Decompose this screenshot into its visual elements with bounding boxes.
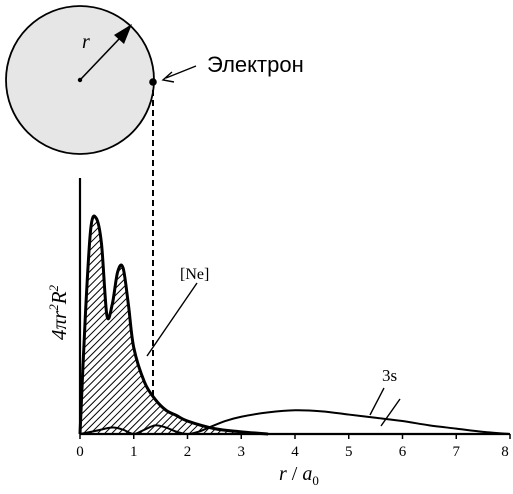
ne-label: [Ne] [180, 266, 209, 283]
x-axis-label: r / a0 [279, 463, 319, 488]
radius-line [79, 37, 121, 81]
3s-leader-line-2 [380, 398, 401, 427]
3s-leader-line-1 [369, 387, 385, 416]
ne-density-area [80, 216, 269, 434]
3s-label-text: 3s [382, 366, 397, 385]
3s-label: 3s [382, 366, 397, 385]
ne-leader-line [146, 282, 198, 357]
electron-arrow-line [165, 65, 197, 79]
x-tick-label: 7 [453, 444, 461, 460]
y-axis-label: 4πr2R2 [46, 284, 71, 340]
x-tick-label: 0 [76, 444, 84, 460]
x-tick-label: 2 [184, 444, 192, 460]
radius-label: r [82, 31, 90, 53]
x-tick-label: 4 [291, 444, 299, 460]
x-tick-label: 8 [501, 444, 509, 460]
x-tick-label: 6 [399, 444, 407, 460]
radius-arrowhead [114, 24, 132, 44]
electron-arrowhead [161, 71, 175, 83]
x-tick-label: 5 [345, 444, 353, 460]
electron-label: Электрон [207, 52, 304, 77]
x-axis-ticks: 0 1 2 3 4 5 6 7 8 [76, 434, 511, 460]
x-tick-label: 3 [238, 444, 246, 460]
electron-dot [149, 78, 157, 86]
x-tick-label: 1 [130, 444, 138, 460]
ne-density-curve [78, 214, 269, 436]
